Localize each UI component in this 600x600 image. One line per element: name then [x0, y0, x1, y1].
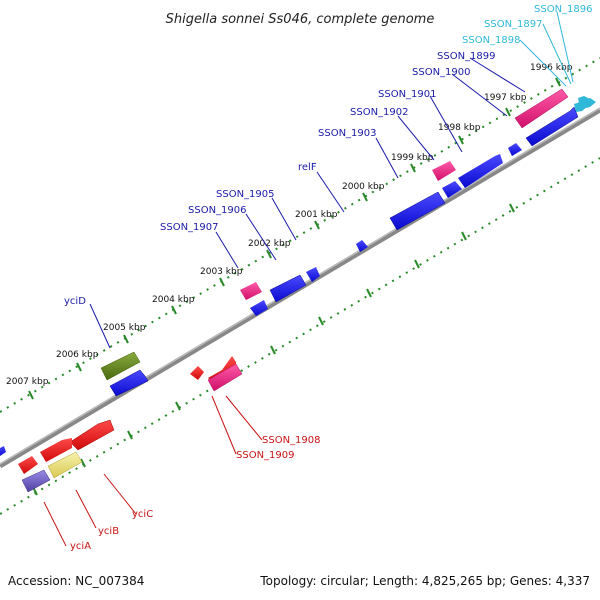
tick-label: 2001 kbp [295, 210, 338, 220]
gene-label-ycia[interactable]: yciA [70, 541, 91, 552]
gene-sson-1904-small[interactable] [356, 240, 368, 252]
gene-label-ycid[interactable]: yciD [64, 296, 86, 307]
gene-ycic-b[interactable] [40, 438, 72, 462]
forward-major-ticks [28, 77, 561, 400]
gene-sson-1907[interactable] [240, 282, 262, 300]
tick-label: 2005 kbp [103, 323, 146, 333]
gene-sson-1905[interactable] [306, 267, 320, 282]
tick-label: 2003 kbp [200, 267, 243, 277]
gene-label-ycic[interactable]: yciC [132, 509, 153, 520]
gene-sson-1909[interactable] [207, 363, 243, 392]
tick-label: 1996 kbp [530, 63, 573, 73]
gene-ycib[interactable] [18, 456, 38, 474]
gene-label-ycib[interactable]: yciB [98, 526, 119, 537]
gene-sson-1899[interactable] [514, 88, 569, 129]
tick-label: 2006 kbp [56, 350, 99, 360]
gene-sson-1903b[interactable] [442, 181, 462, 198]
gene-label-sson-1907[interactable]: SSON_1907 [160, 222, 219, 233]
gene-sson-1898[interactable] [574, 102, 588, 112]
tick-label: 2002 kbp [248, 239, 291, 249]
gene-label-sson-1898[interactable]: SSON_1898 [462, 35, 521, 46]
gene-left-edge[interactable] [0, 446, 6, 456]
gene-sson-1906[interactable] [269, 274, 307, 303]
gene-ycid[interactable] [100, 351, 141, 381]
gene-sson-1902[interactable] [432, 161, 456, 181]
tick-label: 1997 kbp [484, 93, 527, 103]
gene-sson-1900[interactable] [525, 106, 579, 147]
tick-label: 2004 kbp [152, 295, 195, 305]
accession-text: Accession: NC_007384 [8, 574, 145, 588]
gene-sson-1907b[interactable] [250, 300, 268, 316]
gene-label-relf[interactable]: relF [298, 162, 317, 173]
gene-sson-1903[interactable] [458, 154, 503, 188]
gene-label-sson-1897[interactable]: SSON_1897 [484, 19, 543, 30]
gene-relf[interactable] [389, 191, 446, 231]
gene-label-sson-1905[interactable]: SSON_1905 [216, 189, 275, 200]
gene-label-sson-1909[interactable]: SSON_1909 [236, 450, 295, 461]
gene-label-sson-1899[interactable]: SSON_1899 [437, 51, 496, 62]
gene-label-sson-1896[interactable]: SSON_1896 [534, 4, 593, 15]
gene-sson-1901[interactable] [508, 143, 522, 156]
tick-label: 2007 kbp [6, 377, 49, 387]
gene-ycic[interactable] [69, 419, 115, 451]
label-leaders [43, 11, 574, 547]
tick-label: 1999 kbp [391, 153, 434, 163]
gene-ycib-yellow[interactable] [47, 451, 83, 479]
map-title: Shigella sonnei Ss046, complete genome [166, 12, 435, 27]
gene-label-sson-1906[interactable]: SSON_1906 [188, 205, 247, 216]
gene-label-sson-1901[interactable]: SSON_1901 [378, 89, 437, 100]
gene-label-sson-1902[interactable]: SSON_1902 [350, 107, 409, 118]
tick-label: 1998 kbp [438, 123, 481, 133]
gene-ycia[interactable] [21, 469, 51, 493]
gene-label-sson-1908[interactable]: SSON_1908 [262, 435, 321, 446]
gene-label-sson-1900[interactable]: SSON_1900 [412, 67, 471, 78]
tick-label: 2000 kbp [342, 182, 385, 192]
genome-summary-text: Topology: circular; Length: 4,825,265 bp… [260, 574, 590, 588]
gene-label-sson-1903[interactable]: SSON_1903 [318, 128, 377, 139]
gene-ycid-neighbor[interactable] [109, 369, 149, 397]
gene-sson-1908b[interactable] [190, 366, 204, 380]
